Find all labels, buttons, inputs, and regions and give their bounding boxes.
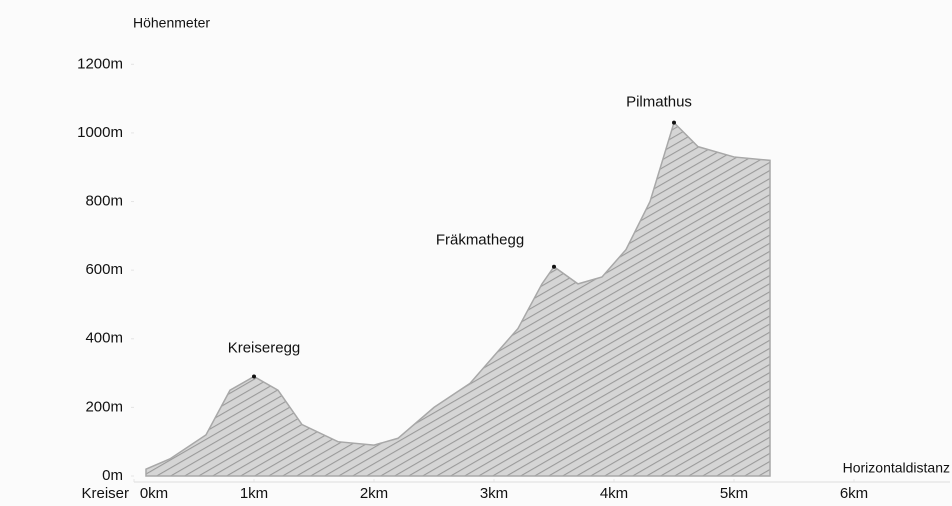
y-tick-label: 1200m (77, 55, 123, 72)
chart: Höhenmeter Horizontaldistanz Kreiser 0m 2… (0, 0, 952, 506)
origin-label: Kreiser (81, 485, 129, 502)
x-axis-label: Horizontaldistanz (843, 460, 950, 476)
x-tick-label: 1km (240, 485, 268, 502)
y-tick-label: 400m (85, 330, 123, 347)
x-tick-label: 4km (600, 485, 628, 502)
x-tick-label: 3km (480, 485, 508, 502)
y-tick-label: 800m (85, 193, 123, 210)
peak-label: Pilmathus (626, 94, 692, 111)
peak-label: Kreiseregg (228, 339, 301, 356)
y-tick-label: 600m (85, 261, 123, 278)
x-tick-label: 0km (140, 485, 168, 502)
peak-marker (672, 121, 676, 125)
peak-marker (252, 375, 256, 379)
y-axis-label: Höhenmeter (133, 15, 210, 31)
x-tick-label: 5km (720, 485, 748, 502)
peak-label: Fräkmathegg (436, 232, 524, 249)
y-tick-label: 0m (102, 467, 123, 484)
x-tick-label: 6km (840, 485, 868, 502)
x-tick-label: 2km (360, 485, 388, 502)
peak-marker (552, 265, 556, 269)
y-tick-label: 1000m (77, 124, 123, 141)
y-tick-label: 200m (85, 398, 123, 415)
